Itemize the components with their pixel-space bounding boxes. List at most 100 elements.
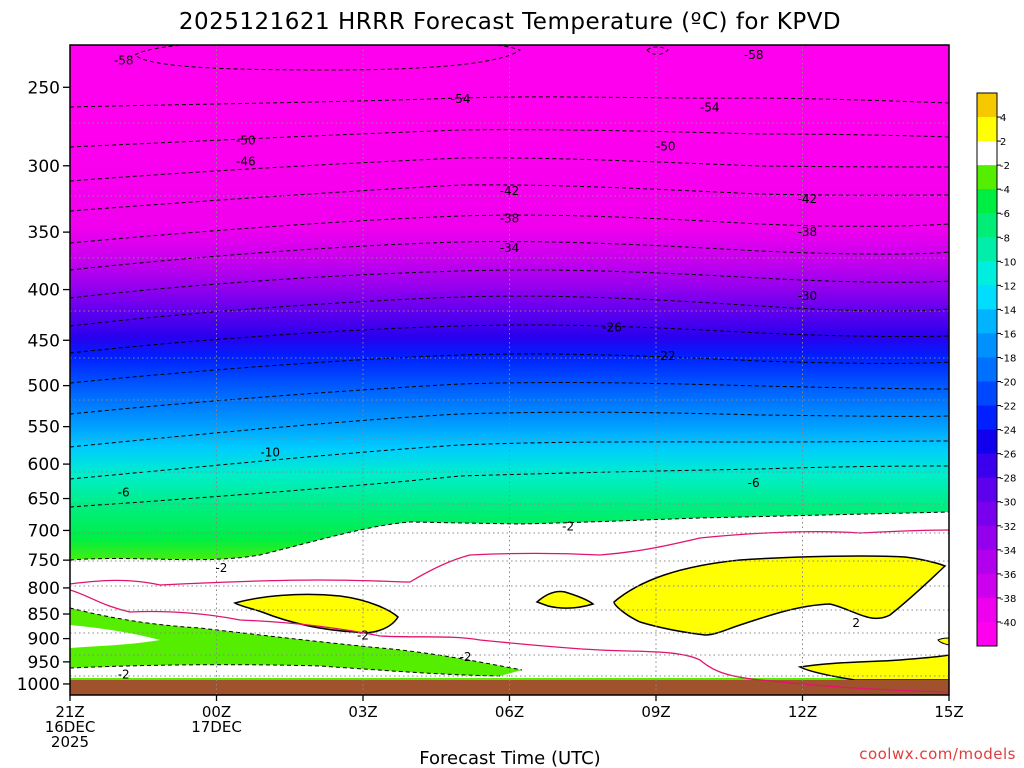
colorbar-label: -40 [1000, 618, 1016, 629]
contour-label: -26 [602, 321, 622, 335]
credit-text: coolwx.com/models [859, 745, 1016, 763]
colorbar-label: -8 [1000, 233, 1010, 244]
lower-green-band [70, 608, 522, 676]
warm-pocket-3 [613, 555, 947, 636]
y-tick-label: 700 [28, 521, 60, 541]
x-axis-label: Forecast Time (UTC) [419, 748, 600, 768]
colorbar-swatch [977, 189, 997, 214]
contour-label: -6 [118, 486, 130, 500]
x-tick-label: 2025 [51, 733, 89, 751]
colorbar-swatch [977, 333, 997, 358]
colorbar-label: -20 [1000, 378, 1016, 389]
x-tick-label: 16DEC [45, 718, 96, 736]
colorbar-label: -18 [1000, 353, 1016, 364]
colorbar-label: -16 [1000, 329, 1016, 340]
warm-pocket-5 [937, 637, 949, 646]
colorbar-swatch [977, 477, 997, 503]
y-axis: 250 300 350 400 450 500 550 600 650 700 750 800 850 9… [17, 78, 70, 695]
contour-label: -10 [260, 445, 280, 459]
colorbar-label: -30 [1000, 498, 1016, 509]
terrain-fill [70, 680, 949, 695]
colorbar-label: -12 [1000, 281, 1016, 292]
contour-label: -50 [656, 140, 676, 154]
colorbar-swatch [977, 357, 997, 383]
colorbar-swatch [977, 237, 997, 262]
colorbar-label: -36 [1000, 570, 1016, 581]
y-tick-label: 450 [28, 331, 60, 351]
contour-label: -2 [118, 667, 130, 681]
colorbar-swatch [977, 621, 997, 647]
y-tick-label: 500 [28, 377, 60, 397]
x-tick-label: 12Z [788, 703, 817, 721]
warm-pocket-4 [797, 654, 949, 681]
contour-label: -2 [357, 629, 369, 643]
colorbar-swatch [977, 549, 997, 575]
x-tick-label: 06Z [495, 703, 524, 721]
colorbar-label: -4 [1000, 185, 1010, 196]
contour-labels: -58 -58 -54 -54 -50 -50 -46 -42 -42 -38 -38 -34 -30 -… [114, 48, 860, 681]
colorbar-label: -32 [1000, 522, 1016, 533]
contour-label: -2 [460, 650, 472, 664]
x-tick-label: 21Z [55, 703, 84, 721]
contour-label: -54 [700, 100, 720, 114]
contour-label: -42 [500, 184, 520, 198]
contour-label: -42 [798, 192, 818, 206]
y-tick-label: 800 [28, 579, 60, 599]
contour-label: -22 [656, 349, 676, 363]
x-tick-label: 00Z [202, 703, 231, 721]
colorbar-swatch [977, 381, 997, 407]
contour-label: -38 [798, 225, 818, 239]
colorbar-label: -14 [1000, 305, 1016, 316]
colorbar-swatch [977, 573, 997, 599]
colorbar-label: -6 [1000, 209, 1010, 220]
contour-label: -38 [500, 211, 520, 225]
colorbar-swatch [977, 429, 997, 455]
colorbar-swatch [977, 405, 997, 431]
warm-pocket-1 [233, 593, 399, 634]
x-tick-label: 15Z [934, 703, 963, 721]
y-tick-label: 350 [28, 223, 60, 243]
colorbar-swatch [977, 117, 997, 142]
colorbar-label: -22 [1000, 402, 1016, 413]
colorbar-swatch [977, 453, 997, 479]
y-tick-label: 850 [28, 605, 60, 625]
warm-pocket-2 [535, 590, 595, 609]
colorbar-label: -38 [1000, 594, 1016, 605]
x-tick-label: 09Z [641, 703, 670, 721]
colorbar-swatch [977, 213, 997, 238]
x-tick-label: 03Z [348, 703, 377, 721]
colorbar-label: -34 [1000, 546, 1016, 557]
y-tick-label: 250 [28, 78, 60, 98]
contour-label: -34 [500, 241, 520, 255]
colorbar-swatch [977, 93, 997, 118]
y-tick-label: 950 [28, 653, 60, 673]
x-tick-label: 17DEC [191, 718, 242, 736]
colorbar: 4 2 -2 -4 -6 -8 -10 -12 -14 -16 -18 -20 -22 -24 -26 -28… [976, 92, 1016, 647]
plot-area: -58 -58 -54 -54 -50 -50 -46 -42 -42 -38 -38 -34 -30 -… [70, 45, 949, 695]
y-tick-label: 600 [28, 455, 60, 475]
colorbar-label: -24 [1000, 426, 1016, 437]
colorbar-swatch [977, 597, 997, 623]
contour-label: -58 [744, 48, 764, 62]
colorbar-swatch [977, 141, 997, 166]
colorbar-swatch [977, 309, 997, 334]
gridlines [70, 45, 949, 695]
freezing-line-contours [70, 529, 949, 693]
colorbar-frame [976, 92, 998, 647]
contour-label: -6 [748, 476, 760, 490]
contour-label: -30 [798, 289, 818, 303]
y-tick-label: 750 [28, 551, 60, 571]
y-tick-label: 650 [28, 490, 60, 510]
isotherm-contours [70, 45, 949, 677]
contour-label: -50 [236, 134, 256, 148]
contour-label: -54 [451, 92, 471, 106]
colorbar-label: 4 [1000, 113, 1006, 124]
colorbar-label: -10 [1000, 257, 1016, 268]
colorbar-swatch [977, 165, 997, 190]
colorbar-swatch [977, 525, 997, 551]
colorbar-label: -2 [1000, 161, 1010, 172]
y-tick-label: 1000 [17, 675, 60, 695]
y-tick-label: 300 [28, 157, 60, 177]
